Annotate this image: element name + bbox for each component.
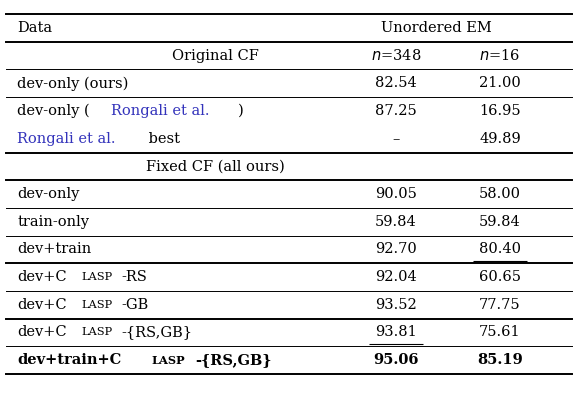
Text: 92.70: 92.70 xyxy=(375,242,417,257)
Text: Data: Data xyxy=(17,21,53,35)
Text: dev-only (ours): dev-only (ours) xyxy=(17,76,129,90)
Text: -RS: -RS xyxy=(121,270,147,284)
Text: 93.52: 93.52 xyxy=(375,298,417,312)
Text: 92.04: 92.04 xyxy=(375,270,417,284)
Text: LASP: LASP xyxy=(152,355,186,366)
Text: 85.19: 85.19 xyxy=(477,353,523,367)
Text: Unordered EM: Unordered EM xyxy=(381,21,492,35)
Text: ): ) xyxy=(238,104,244,118)
Text: 80.40: 80.40 xyxy=(479,242,521,257)
Text: -{RS,GB}: -{RS,GB} xyxy=(195,353,272,367)
Text: 93.81: 93.81 xyxy=(375,325,417,339)
Text: $n$=16: $n$=16 xyxy=(479,48,521,63)
Text: LASP: LASP xyxy=(81,327,113,337)
Text: -{RS,GB}: -{RS,GB} xyxy=(121,325,192,339)
Text: best: best xyxy=(144,132,180,146)
Text: 77.75: 77.75 xyxy=(479,298,521,312)
Text: 82.54: 82.54 xyxy=(375,76,417,90)
Text: 21.00: 21.00 xyxy=(479,76,521,90)
Text: dev+C: dev+C xyxy=(17,270,67,284)
Text: 49.89: 49.89 xyxy=(479,132,521,146)
Text: 95.06: 95.06 xyxy=(373,353,418,367)
Text: 16.95: 16.95 xyxy=(479,104,521,118)
Text: 58.00: 58.00 xyxy=(479,187,521,201)
Text: 87.25: 87.25 xyxy=(375,104,417,118)
Text: 75.61: 75.61 xyxy=(479,325,521,339)
Text: dev-only (: dev-only ( xyxy=(17,104,90,118)
Text: LASP: LASP xyxy=(81,300,113,310)
Text: Rongali et al.: Rongali et al. xyxy=(17,132,116,146)
Text: LASP: LASP xyxy=(81,272,113,282)
Text: train-only: train-only xyxy=(17,215,90,229)
Text: dev+C: dev+C xyxy=(17,298,67,312)
Text: $n$=348: $n$=348 xyxy=(370,48,421,63)
Text: 59.84: 59.84 xyxy=(479,215,521,229)
Text: 60.65: 60.65 xyxy=(479,270,521,284)
Text: 90.05: 90.05 xyxy=(375,187,417,201)
Text: -GB: -GB xyxy=(121,298,149,312)
Text: dev+C: dev+C xyxy=(17,325,67,339)
Text: –: – xyxy=(392,132,399,146)
Text: dev+train: dev+train xyxy=(17,242,91,257)
Text: Fixed CF (all ours): Fixed CF (all ours) xyxy=(146,159,285,173)
Text: Original CF: Original CF xyxy=(172,48,259,63)
Text: dev-only: dev-only xyxy=(17,187,80,201)
Text: dev+train+C: dev+train+C xyxy=(17,353,121,367)
Text: 59.84: 59.84 xyxy=(375,215,417,229)
Text: Rongali et al.: Rongali et al. xyxy=(111,104,210,118)
